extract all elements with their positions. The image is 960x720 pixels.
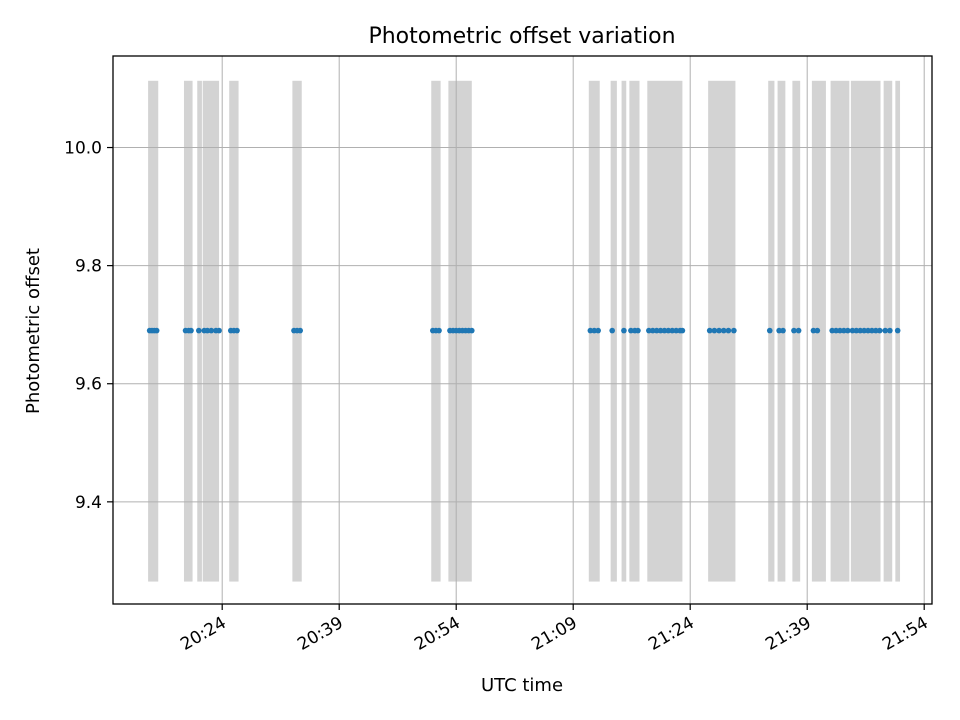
data-point bbox=[829, 327, 835, 334]
data-point bbox=[706, 327, 713, 334]
data-point bbox=[153, 327, 160, 334]
data-point bbox=[837, 327, 843, 334]
data-point bbox=[673, 327, 679, 334]
data-point bbox=[649, 327, 656, 334]
data-point bbox=[204, 327, 211, 334]
data-point bbox=[869, 327, 875, 334]
data-point bbox=[720, 327, 727, 334]
data-point bbox=[653, 327, 660, 334]
data-point bbox=[780, 327, 786, 334]
x-axis-title: UTC time bbox=[481, 675, 563, 696]
data-point bbox=[595, 327, 601, 334]
data-point bbox=[814, 327, 821, 334]
data-point bbox=[861, 327, 867, 334]
data-point bbox=[665, 327, 672, 334]
y-tick-label: 9.4 bbox=[75, 493, 102, 513]
data-point bbox=[469, 327, 475, 334]
data-point bbox=[731, 327, 737, 334]
data-point bbox=[436, 327, 442, 334]
data-point bbox=[841, 327, 847, 334]
y-tick-label: 9.6 bbox=[75, 375, 102, 395]
data-point bbox=[208, 327, 215, 334]
plot-frame bbox=[112, 55, 933, 605]
data-point bbox=[766, 327, 773, 334]
data-point bbox=[609, 327, 615, 334]
y-tick-label: 9.8 bbox=[75, 257, 102, 277]
data-point bbox=[844, 327, 851, 334]
data-point bbox=[234, 327, 240, 334]
y-tick-label: 10.0 bbox=[64, 139, 102, 159]
data-point bbox=[669, 327, 676, 334]
data-point bbox=[661, 327, 668, 334]
data-point bbox=[894, 327, 901, 334]
data-point bbox=[621, 327, 627, 334]
data-point bbox=[725, 327, 732, 334]
data-points bbox=[146, 327, 901, 334]
data-point bbox=[646, 327, 652, 334]
data-point bbox=[776, 327, 782, 334]
data-point bbox=[297, 327, 304, 334]
data-point bbox=[876, 327, 883, 334]
data-point bbox=[587, 327, 594, 334]
data-point bbox=[791, 327, 797, 334]
data-point bbox=[810, 327, 817, 334]
y-axis-ticks: 9.4 9.6 9.8 10.0 bbox=[64, 139, 113, 513]
data-point bbox=[873, 327, 879, 334]
data-point bbox=[857, 327, 864, 334]
data-point bbox=[216, 327, 222, 334]
data-point bbox=[711, 327, 718, 334]
data-point bbox=[657, 327, 664, 334]
data-point bbox=[853, 327, 860, 334]
data-point bbox=[196, 327, 202, 334]
chart-title: Photometric offset variation bbox=[368, 24, 675, 49]
data-point bbox=[865, 327, 871, 334]
data-point bbox=[849, 327, 856, 334]
data-point bbox=[591, 327, 598, 334]
data-point bbox=[188, 327, 194, 334]
data-point bbox=[882, 327, 888, 334]
data-point bbox=[833, 327, 839, 334]
data-point bbox=[635, 327, 641, 334]
data-point bbox=[628, 327, 634, 334]
data-point bbox=[795, 327, 802, 334]
data-point bbox=[679, 327, 686, 334]
data-point bbox=[716, 327, 722, 334]
data-point bbox=[887, 327, 893, 334]
y-axis-title: Photometric offset bbox=[23, 248, 44, 414]
